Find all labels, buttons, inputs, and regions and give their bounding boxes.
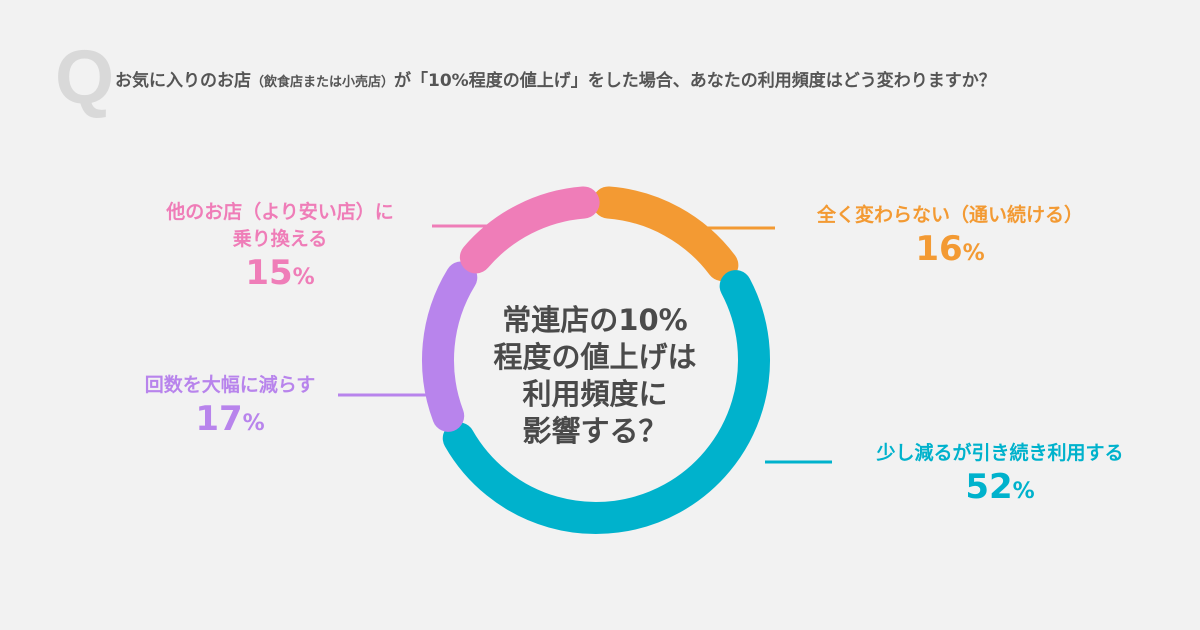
center-line: 利用頻度に [522, 377, 668, 411]
label-much-less: 回数を大幅に減らす 17% [100, 372, 360, 444]
question-part: お気に入りのお店 [115, 71, 251, 91]
donut-slice [459, 186, 600, 274]
label-switch: 他のお店（より安い店）に 乗り換える 15% [120, 199, 440, 298]
slice-label: 少し減るが引き続き利用する [876, 442, 1124, 464]
donut-slice [592, 186, 739, 282]
question-part: が「10%程度の値上げ」をした場合、あなたの利用頻度はどう変わりますか？ [394, 71, 996, 91]
center-text: 常連店の10% 程度の値上げは 利用頻度に 影響する？ [475, 302, 715, 450]
donut-slice [422, 261, 478, 432]
donut-slice [442, 270, 770, 534]
center-line: 常連店の10% [502, 303, 688, 337]
slice-percent: 16% [915, 229, 985, 269]
slice-label: 回数を大幅に減らす [144, 374, 316, 396]
center-line: 影響する？ [522, 414, 668, 448]
center-line: 程度の値上げは [493, 340, 697, 374]
q-mark: Q [55, 35, 115, 120]
label-no-change: 全く変わらない（通い続ける） 16% [770, 202, 1130, 274]
slice-percent: 15% [245, 253, 315, 293]
slice-percent: 52% [965, 467, 1035, 507]
question-text: お気に入りのお店（飲食店または小売店）が「10%程度の値上げ」をした場合、あなた… [115, 66, 996, 91]
question-note: （飲食店または小売店） [251, 75, 395, 90]
slice-label: 他のお店（より安い店）に [166, 201, 394, 223]
slice-label: 全く変わらない（通い続ける） [816, 204, 1083, 226]
label-slightly-less: 少し減るが引き続き利用する 52% [830, 440, 1170, 512]
slice-label: 乗り換える [232, 228, 328, 250]
slice-percent: 17% [195, 399, 265, 439]
